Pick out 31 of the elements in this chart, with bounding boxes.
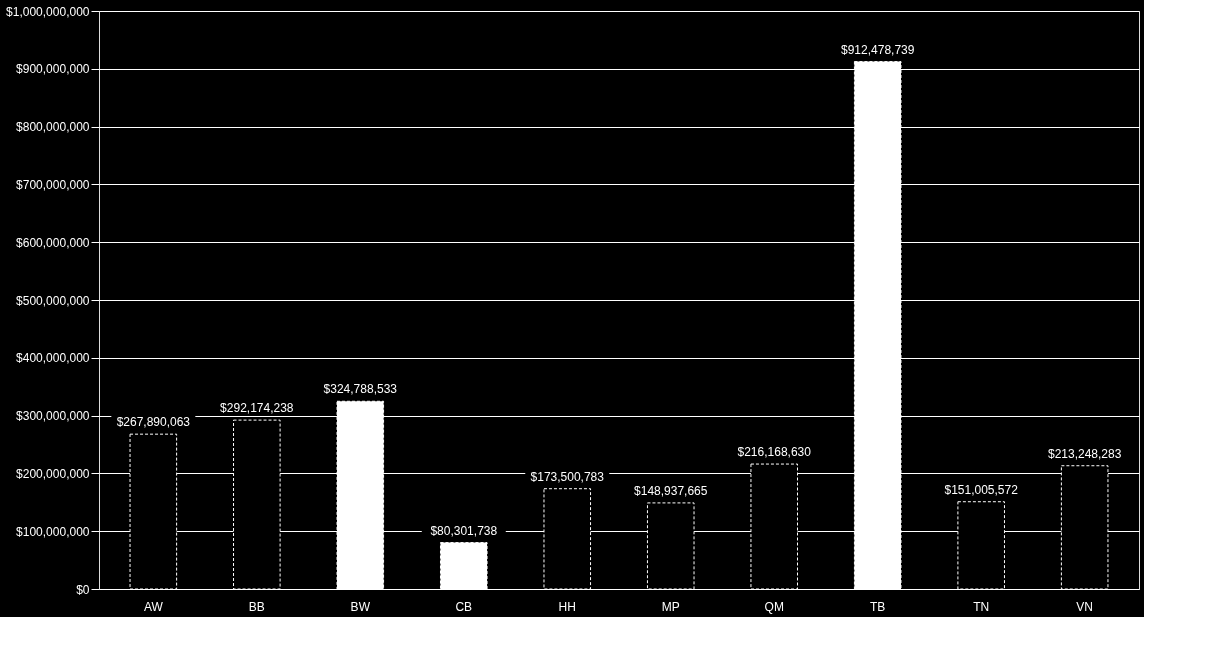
- x-tick-label: BW: [350, 599, 371, 614]
- y-tick-label: $700,000,000: [16, 177, 90, 192]
- x-tick-label: TB: [870, 599, 886, 614]
- y-tick-label: $900,000,000: [16, 62, 90, 77]
- y-tick-label: $400,000,000: [16, 351, 90, 366]
- data-label: $267,890,063: [116, 415, 191, 430]
- y-tick-label: $1,000,000,000: [6, 4, 90, 19]
- x-tick-label: TN: [973, 599, 990, 614]
- y-tick-label: $500,000,000: [16, 293, 90, 308]
- x-tick-label: MP: [661, 599, 680, 614]
- data-label: $912,478,739: [841, 42, 915, 57]
- x-tick-label: CB: [455, 599, 473, 614]
- y-tick-label: $100,000,000: [16, 524, 90, 539]
- y-tick-label: $0: [76, 582, 90, 597]
- data-label: $324,788,533: [323, 382, 398, 397]
- y-tick-label: $200,000,000: [16, 466, 90, 481]
- data-label: $148,937,665: [634, 483, 708, 498]
- x-tick-label: HH: [558, 599, 576, 614]
- x-tick-label: BB: [248, 599, 265, 614]
- y-tick-label: $800,000,000: [16, 120, 90, 135]
- data-label: $213,248,283: [1047, 446, 1122, 461]
- data-label: $173,500,783: [530, 469, 605, 484]
- y-tick-label: $600,000,000: [16, 235, 90, 250]
- x-tick-label: QM: [764, 599, 784, 614]
- data-label: $292,174,238: [220, 401, 294, 416]
- x-tick-label: AW: [143, 599, 164, 614]
- y-tick-label: $300,000,000: [16, 409, 90, 424]
- x-tick-label: VN: [1076, 599, 1094, 614]
- data-label: $80,301,738: [430, 523, 498, 538]
- data-label: $216,168,630: [737, 445, 812, 460]
- data-label: $151,005,572: [944, 482, 1019, 497]
